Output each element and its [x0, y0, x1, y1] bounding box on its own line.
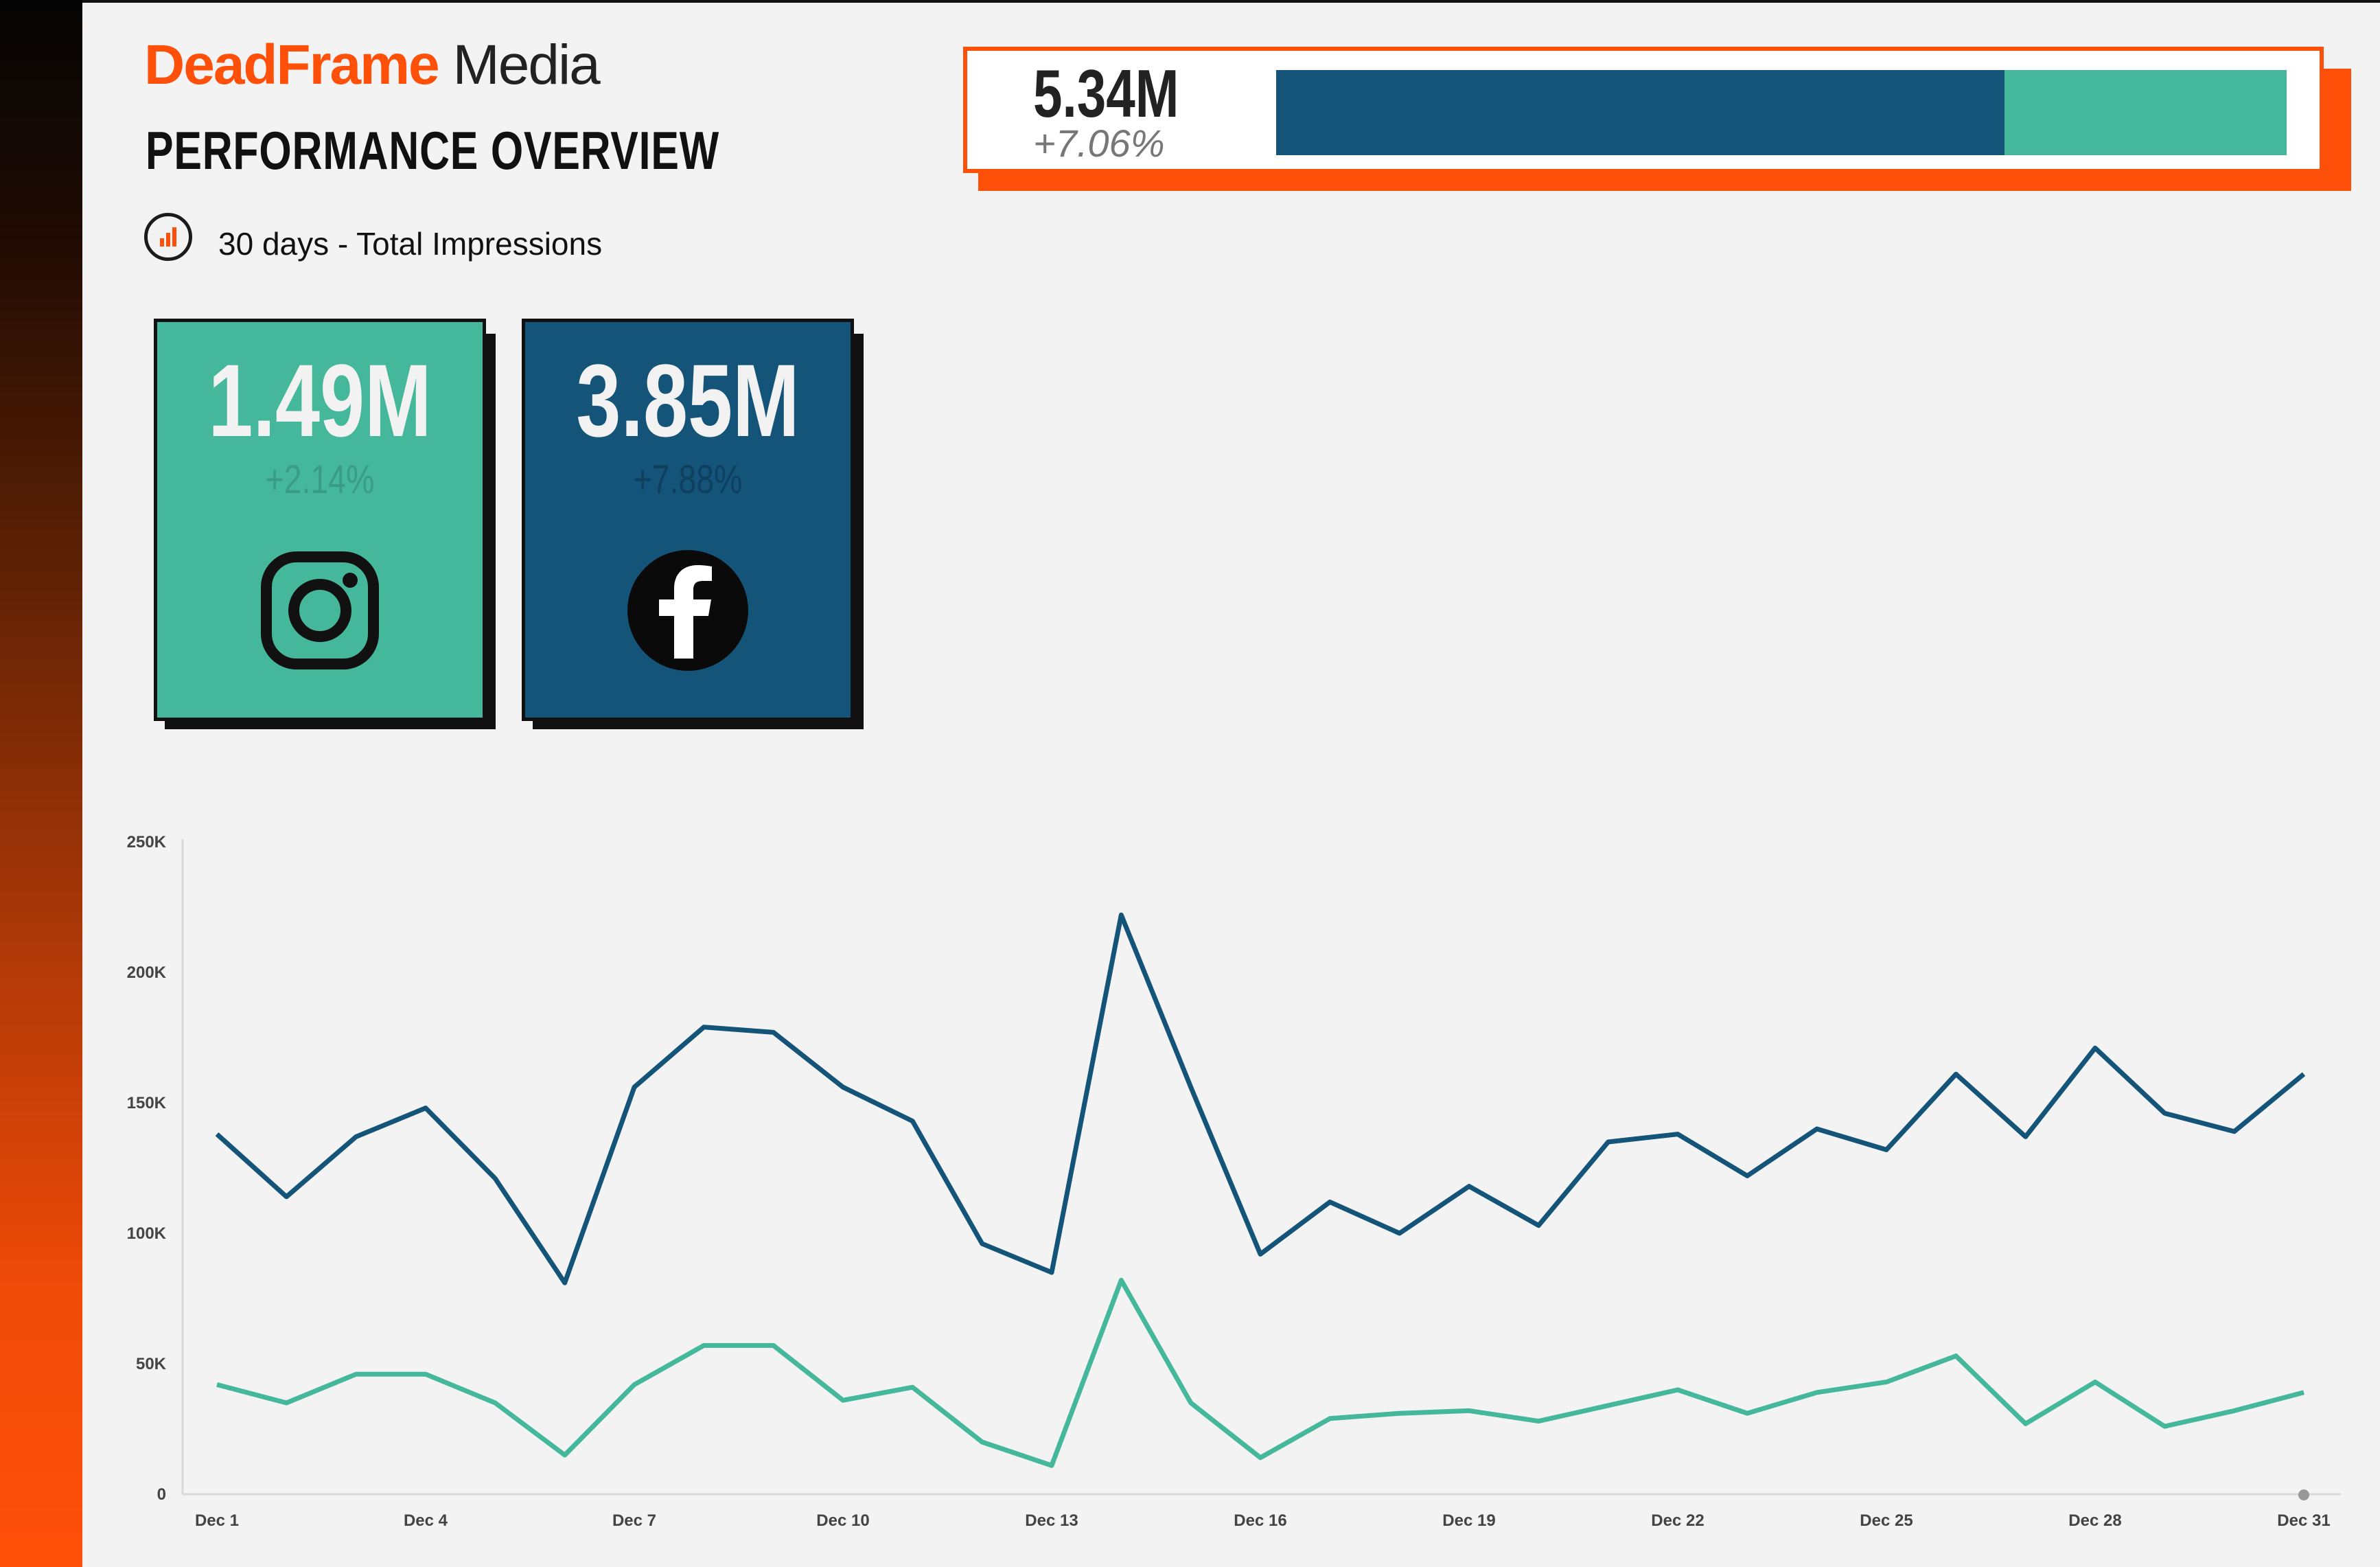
instagram-change: +2.14% [265, 457, 375, 502]
x-tick-label: Dec 1 [195, 1511, 239, 1530]
y-tick-label: 100K [127, 1224, 167, 1243]
y-tick-label: 0 [157, 1485, 166, 1504]
x-tick-label: Dec 25 [1860, 1511, 1913, 1530]
page-title: PERFORMANCE OVERVIEW [146, 120, 719, 181]
total-impressions-change: +7.06% [1033, 122, 1165, 165]
facebook-share-segment [1276, 70, 2005, 155]
top-border [82, 0, 2380, 3]
instagram-icon [258, 549, 382, 672]
x-tick-label: Dec 19 [1442, 1511, 1495, 1530]
x-tick-label: Dec 7 [612, 1511, 656, 1530]
y-tick-label: 150K [127, 1094, 167, 1112]
series-line-1 [216, 1277, 2304, 1468]
page-subtitle: 30 days - Total Impressions [218, 226, 603, 262]
bar-chart-icon [144, 213, 192, 261]
instagram-card: 1.49M +2.14% [154, 319, 486, 721]
x-tick-label: Dec 4 [404, 1511, 448, 1530]
x-tick-label: Dec 28 [2068, 1511, 2121, 1530]
platform-share-bar [1276, 70, 2287, 155]
instagram-value: 1.49M [208, 343, 432, 458]
instagram-share-segment [2004, 70, 2287, 155]
decorative-side-strip [0, 0, 82, 1567]
facebook-icon [626, 549, 750, 672]
y-tick-label: 250K [127, 833, 167, 851]
x-tick-label: Dec 31 [2277, 1511, 2330, 1530]
total-impressions-kpi: 5.34M +7.06% [963, 47, 2324, 173]
total-impressions-value: 5.34M [1033, 56, 1179, 131]
series-line-0 [215, 912, 2306, 1285]
brand-logo: DeadFrame Media [144, 34, 601, 96]
x-tick-label: Dec 10 [816, 1511, 869, 1530]
chart-end-marker [2298, 1489, 2309, 1500]
x-tick-label: Dec 22 [1651, 1511, 1704, 1530]
x-tick-label: Dec 16 [1234, 1511, 1286, 1530]
y-tick-label: 200K [127, 963, 167, 982]
x-tick-label: Dec 13 [1025, 1511, 1078, 1530]
facebook-change: +7.88% [633, 457, 743, 502]
facebook-value: 3.85M [576, 343, 800, 458]
facebook-card: 3.85M +7.88% [522, 319, 854, 721]
y-tick-label: 50K [136, 1355, 167, 1373]
